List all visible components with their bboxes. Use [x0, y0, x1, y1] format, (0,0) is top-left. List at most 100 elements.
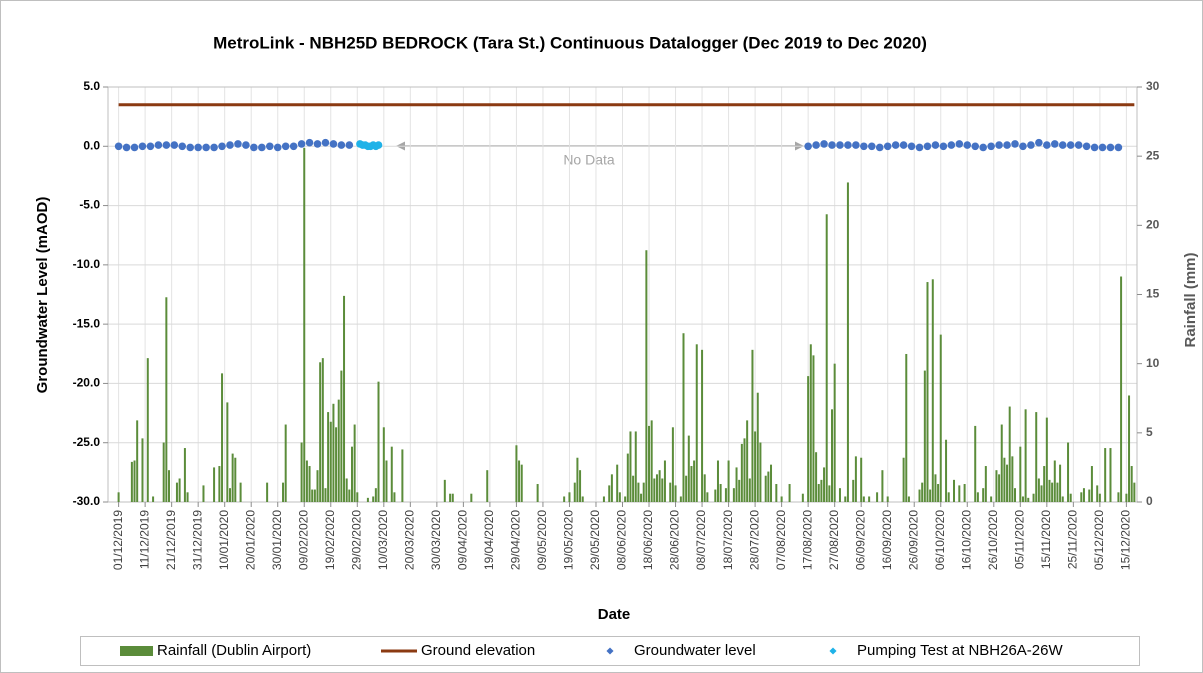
rain-bar: [329, 421, 332, 502]
rain-bar: [136, 420, 139, 502]
rain-bar: [1006, 464, 1009, 502]
x-tick-label: 26/10/2020: [986, 510, 1000, 570]
rain-bar: [738, 479, 741, 502]
rain-bar: [923, 370, 926, 502]
rain-bar: [1120, 276, 1123, 502]
rain-bar: [162, 442, 165, 502]
point: [297, 140, 306, 148]
point: [122, 143, 131, 152]
x-tick-label: 11/12/2019: [137, 510, 151, 569]
x-tick-label: 08/06/2020: [615, 510, 629, 570]
rain-bar: [695, 344, 698, 502]
rain-bar: [1096, 485, 1099, 502]
point: [258, 143, 266, 152]
x-tick-label: 29/05/2020: [588, 510, 602, 570]
y-axis-label: Groundwater Level (mAOD): [34, 197, 51, 394]
rain-bar: [1003, 457, 1006, 502]
rain-bar: [602, 496, 605, 502]
rain-bar: [183, 448, 186, 502]
rain-bar: [624, 496, 627, 502]
x-tick-label: 05/12/2020: [1092, 510, 1106, 570]
rain-bar: [974, 425, 977, 502]
rain-bar: [308, 466, 311, 502]
rain-bar: [801, 493, 804, 502]
rain-bar: [332, 403, 335, 502]
rain-bar: [486, 470, 489, 502]
rain-bar: [117, 492, 120, 502]
rain-bar: [1014, 488, 1017, 502]
y2-tick-label: 5: [1146, 425, 1153, 439]
rain-bar: [228, 488, 231, 502]
point: [1043, 141, 1051, 149]
rain-bar: [998, 474, 1001, 502]
point: [883, 142, 892, 151]
rain-bar: [953, 479, 956, 502]
point: [1003, 141, 1011, 149]
x-tick-label: 10/03/2020: [376, 510, 390, 570]
legend-swatch: [829, 647, 837, 655]
x-tick-label: 15/12/2020: [1119, 510, 1133, 570]
rain-bar: [719, 484, 722, 502]
rain-bar: [764, 475, 767, 502]
y-tick-label: -30.0: [73, 494, 101, 508]
rain-bar: [1037, 478, 1040, 502]
point: [875, 143, 884, 152]
rain-bar: [846, 182, 849, 502]
rain-bar: [1133, 482, 1136, 502]
rain-bar: [809, 344, 812, 502]
rain-bar: [536, 484, 539, 502]
rain-bar: [976, 492, 979, 502]
rain-bar: [300, 442, 303, 502]
y-tick-label: -25.0: [73, 435, 101, 449]
rain-bar: [626, 453, 629, 502]
x-tick-label: 19/05/2020: [562, 510, 576, 570]
y2-tick-label: 20: [1146, 218, 1160, 232]
rain-bar: [377, 381, 380, 502]
rain-bar: [812, 355, 815, 502]
rain-bar: [340, 370, 343, 502]
rain-bar: [221, 373, 224, 502]
point: [971, 142, 980, 151]
rain-bar: [130, 461, 133, 502]
rain-bar: [780, 496, 783, 502]
x-tick-label: 09/04/2020: [456, 510, 470, 570]
rain-bar: [862, 496, 865, 502]
point: [210, 143, 218, 152]
rain-bar: [186, 492, 189, 502]
rain-bar: [449, 493, 452, 502]
rain-bar: [838, 488, 841, 502]
rain-bar: [990, 496, 993, 502]
rain-bar: [390, 446, 393, 502]
rain-bar: [141, 438, 144, 502]
point: [329, 140, 338, 148]
x-tick-label: 06/10/2020: [933, 510, 947, 570]
x-tick-label: 29/04/2020: [509, 510, 523, 570]
point: [1027, 141, 1035, 149]
rain-bar: [868, 496, 871, 502]
rain-bar: [743, 438, 746, 502]
rain-bar: [353, 424, 356, 502]
rain-bar: [645, 250, 648, 502]
point: [242, 141, 250, 149]
rain-bar: [995, 470, 998, 502]
x-tick-label: 06/09/2020: [853, 510, 867, 570]
point: [836, 141, 844, 149]
point: [931, 141, 940, 149]
rain-bar: [305, 460, 308, 502]
x-tick-label: 31/12/2019: [190, 510, 204, 570]
rain-bar: [634, 431, 637, 502]
rain-bar: [1051, 482, 1054, 502]
rain-bar: [685, 475, 688, 502]
x-tick-label: 15/11/2020: [1039, 510, 1053, 569]
point: [146, 142, 155, 151]
point: [1098, 143, 1107, 152]
point: [891, 141, 900, 149]
legend-swatch: [606, 647, 614, 655]
rain-bar: [669, 482, 672, 502]
point: [114, 142, 123, 151]
rain-bar: [167, 470, 170, 502]
rain-bar: [239, 482, 242, 502]
rain-bar: [327, 412, 330, 502]
rain-bar: [178, 478, 181, 502]
rain-bar: [618, 492, 621, 502]
